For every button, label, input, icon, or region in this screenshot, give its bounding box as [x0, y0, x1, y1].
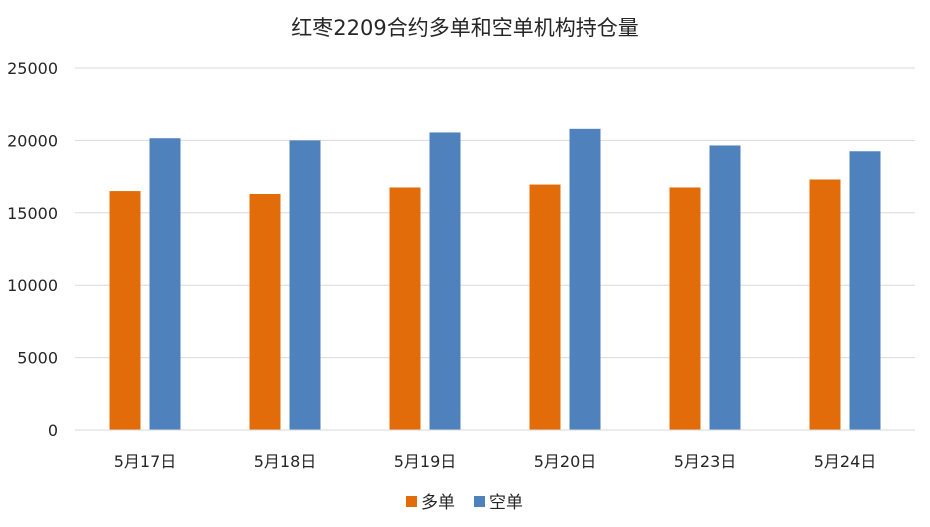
legend: 多单 空单: [406, 493, 523, 513]
y-tick-label: 5000: [17, 349, 58, 368]
bar-long-4: [529, 184, 561, 430]
y-tick-label: 10000: [7, 276, 58, 295]
legend-label: 空单: [489, 493, 523, 513]
legend-label: 多单: [421, 493, 455, 513]
x-axis-tick-labels: 5月17日 5月18日 5月19日 5月20日 5月23日 5月24日: [114, 452, 877, 471]
bar-long-1: [109, 191, 141, 430]
bar-long-6: [809, 179, 841, 430]
bar-short-6: [849, 151, 881, 430]
chart-title: 红枣2209合约多单和空单机构持仓量: [291, 16, 638, 40]
y-tick-label: 25000: [7, 59, 58, 78]
y-tick-label: 20000: [7, 131, 58, 150]
bar-long-5: [669, 187, 701, 430]
bar-short-4: [569, 128, 601, 431]
y-tick-label: 0: [48, 421, 58, 440]
y-axis-tick-labels: 0 5000 10000 15000 20000 25000: [7, 59, 58, 440]
x-tick-label: 5月17日: [114, 452, 177, 471]
bar-long-2: [249, 193, 281, 430]
y-tick-label: 15000: [7, 204, 58, 223]
bar-long-3: [389, 187, 421, 430]
legend-swatch: [474, 496, 485, 507]
x-tick-label: 5月24日: [814, 452, 877, 471]
bar-short-5: [709, 145, 741, 430]
bar-short-2: [289, 140, 321, 430]
legend-swatch: [406, 496, 417, 507]
gridlines: [75, 67, 915, 359]
bars: [109, 128, 881, 431]
bar-short-1: [149, 138, 181, 430]
x-tick-label: 5月20日: [534, 452, 597, 471]
x-tick-label: 5月18日: [254, 452, 317, 471]
bar-short-3: [429, 132, 461, 430]
x-tick-label: 5月19日: [394, 452, 457, 471]
x-tick-label: 5月23日: [674, 452, 737, 471]
